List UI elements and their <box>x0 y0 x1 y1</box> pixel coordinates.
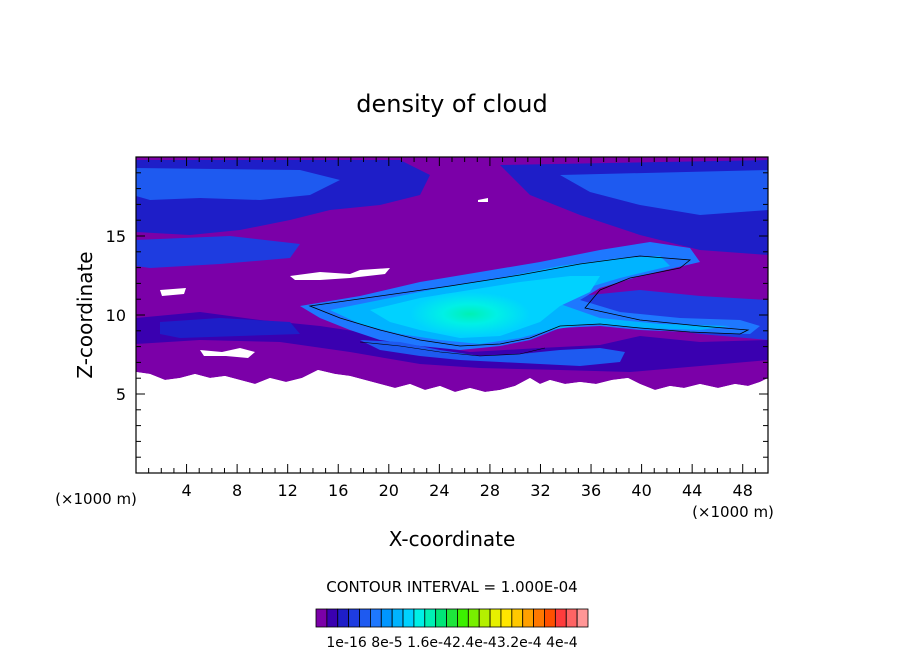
x-tick-label: 32 <box>530 481 550 500</box>
colorbar-swatch <box>478 608 491 628</box>
x-tick-label: 24 <box>429 481 449 500</box>
band-upper-right-inner <box>560 170 768 215</box>
colorbar-swatch <box>348 608 360 628</box>
colorbar-swatch <box>500 608 513 628</box>
y-tick-label: 15 <box>106 227 126 246</box>
contour-line-1 <box>308 255 750 347</box>
colorbar-swatch <box>554 608 567 628</box>
clear-air-region <box>136 370 768 473</box>
colorbar-swatch <box>446 608 458 628</box>
x-tick-label: 4 <box>181 481 191 500</box>
colorbar-swatch <box>424 608 437 628</box>
colorbar-swatch <box>467 608 480 628</box>
colorbar-swatch <box>391 608 404 628</box>
colorbar-swatch <box>489 608 502 628</box>
colorbar-swatch <box>369 608 382 628</box>
gap-2 <box>160 288 186 296</box>
x-tick-label: 48 <box>733 481 753 500</box>
x-tick-label: 28 <box>480 481 500 500</box>
z-unit-label: (×1000 m) <box>55 490 137 508</box>
cloud-core <box>410 292 530 336</box>
x-unit-label: (×1000 m) <box>692 503 774 521</box>
chart-title: density of cloud <box>356 90 547 118</box>
colorbar-swatch <box>413 608 426 628</box>
colorbar-swatch <box>337 608 350 628</box>
x-tick-label: 12 <box>278 481 298 500</box>
x-tick-label: 20 <box>379 481 399 500</box>
x-tick-label: 36 <box>581 481 601 500</box>
contour-interval-text: CONTOUR INTERVAL = 1.000E-04 <box>326 578 577 596</box>
x-axis-label: X-coordinate <box>389 527 516 551</box>
x-tick-label: 44 <box>682 481 702 500</box>
contour-line-2 <box>359 341 546 357</box>
colorbar-swatch <box>522 608 534 628</box>
colorbar-swatch <box>359 608 371 628</box>
colorbar-swatch <box>315 608 328 628</box>
colorbar-swatch <box>326 608 339 628</box>
y-tick-label: 10 <box>106 306 126 325</box>
colorbar-swatch <box>565 608 578 628</box>
y-ticks: 5 10 15 <box>106 156 768 474</box>
mid-layer-left <box>160 318 300 338</box>
colorbar-swatch <box>380 608 393 628</box>
x-tick-label: 40 <box>631 481 651 500</box>
colorbar-swatch <box>511 608 524 628</box>
x-ticks: 4 8 12 16 20 24 28 32 36 40 44 48 <box>135 157 769 500</box>
y-tick-label: 5 <box>116 385 126 404</box>
colorbar-labels: 1e-16 8e-5 1.6e-42.4e-43.2e-4 4e-4 <box>326 635 577 651</box>
band-left-stripe <box>136 236 300 268</box>
x-tick-label: 8 <box>232 481 242 500</box>
colorbar-swatch <box>576 608 589 628</box>
cloud-lower-edge <box>360 340 625 366</box>
colorbar-swatch <box>402 608 415 628</box>
x-tick-label: 16 <box>328 481 348 500</box>
band-upper-left-inner <box>136 168 340 200</box>
gap-4 <box>478 198 488 202</box>
colorbar <box>315 608 589 628</box>
y-axis-label: Z-coordinate <box>73 251 97 378</box>
gap-1 <box>290 268 390 280</box>
contour-field <box>136 157 768 473</box>
gap-3 <box>200 348 255 358</box>
colorbar-swatch <box>435 608 447 628</box>
colorbar-swatch <box>457 608 469 628</box>
colorbar-swatch <box>533 608 545 628</box>
colorbar-swatch <box>544 608 556 628</box>
